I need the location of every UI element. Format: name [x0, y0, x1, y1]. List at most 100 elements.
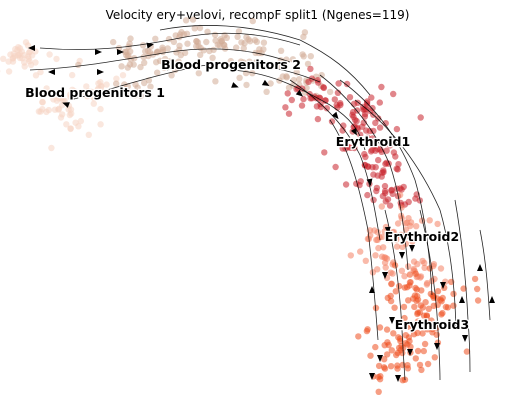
streamline-arrowhead	[48, 69, 55, 75]
cell-point-erythroid3	[395, 334, 402, 341]
cell-point-erythroid3	[391, 262, 399, 269]
cell-point-blood-progenitors-2	[131, 92, 139, 99]
streamline-arrowhead	[417, 322, 423, 329]
cell-point-blood-progenitors-2	[111, 91, 119, 99]
cell-point-erythroid1	[388, 187, 395, 194]
streamline-arrowhead	[409, 245, 415, 252]
cell-point-erythroid1	[390, 90, 397, 98]
cell-point-blood-progenitors-1	[103, 81, 110, 88]
cell-point-erythroid3	[387, 297, 395, 305]
cell-point-erythroid2	[413, 223, 420, 230]
cell-point-erythroid1	[350, 113, 357, 121]
cell-point-blood-progenitors-2	[127, 56, 135, 63]
cell-point-blood-progenitors-2	[212, 78, 219, 85]
cell-point-blood-progenitors-2	[283, 74, 290, 81]
cell-point-erythroid3	[398, 342, 405, 350]
cell-point-blood-progenitors-2	[238, 39, 245, 46]
cell-point-blood-progenitors-1	[97, 121, 104, 128]
cell-point-erythroid1	[285, 110, 293, 117]
cell-point-erythroid3	[419, 330, 426, 337]
streamline	[159, 25, 371, 96]
cell-point-erythroid3	[474, 297, 482, 304]
cell-point-erythroid1	[375, 156, 382, 164]
cell-point-erythroid3	[460, 285, 467, 292]
cell-point-blood-progenitors-2	[183, 30, 191, 37]
cell-point-blood-progenitors-2	[176, 42, 183, 49]
cell-point-erythroid3	[429, 325, 436, 333]
cell-point-blood-progenitors-2	[140, 53, 147, 61]
cell-point-erythroid2	[393, 243, 401, 250]
streamline	[319, 74, 409, 271]
cell-point-erythroid3	[387, 363, 395, 370]
cell-point-erythroid1	[314, 115, 322, 123]
cell-point-erythroid3	[381, 365, 389, 372]
streamline-arrowhead	[459, 296, 465, 303]
cell-point-blood-progenitors-1	[77, 117, 85, 125]
cell-point-erythroid1	[397, 185, 404, 192]
cell-point-blood-progenitors-1	[81, 88, 88, 95]
cell-point-blood-progenitors-2	[110, 38, 117, 46]
cell-point-erythroid2	[378, 203, 385, 210]
cell-point-erythroid2	[401, 273, 408, 280]
cell-point-erythroid3	[405, 297, 412, 304]
cell-point-blood-progenitors-2	[197, 51, 204, 59]
streamline-arrowhead	[434, 343, 440, 350]
cell-point-blood-progenitors-2	[212, 37, 219, 44]
cell-point-erythroid1	[383, 147, 390, 154]
streamline	[454, 199, 471, 373]
cell-point-blood-progenitors-2	[249, 70, 256, 77]
cell-point-erythroid1	[373, 184, 381, 192]
streamline-arrowhead	[166, 64, 174, 71]
cell-point-blood-progenitors-2	[121, 81, 128, 88]
cell-point-erythroid3	[421, 340, 429, 348]
cell-point-blood-progenitors-2	[251, 37, 259, 44]
cell-point-blood-progenitors-1	[97, 105, 104, 113]
cell-point-erythroid3	[450, 302, 457, 309]
cell-point-erythroid1	[370, 127, 377, 135]
cell-point-erythroid3	[413, 297, 420, 305]
cell-point-erythroid3	[463, 348, 471, 355]
cell-point-blood-progenitors-2	[141, 59, 148, 66]
cell-point-erythroid1	[347, 144, 354, 151]
cell-point-blood-progenitors-2	[296, 76, 303, 83]
cell-point-blood-progenitors-2	[304, 60, 312, 68]
cell-point-erythroid3	[383, 326, 391, 333]
cell-point-erythroid1	[417, 114, 424, 121]
cell-point-blood-progenitors-2	[159, 46, 166, 53]
cell-point-blood-progenitors-1	[53, 55, 60, 63]
streamline	[384, 209, 406, 381]
cell-point-erythroid1	[365, 163, 372, 170]
cell-point-erythroid2	[414, 260, 421, 268]
cell-point-erythroid1	[359, 103, 367, 111]
cluster-label-erythroid1: Erythroid1	[336, 134, 410, 149]
cell-point-erythroid2	[434, 220, 441, 228]
cell-point-blood-progenitors-1	[21, 63, 28, 70]
cell-point-erythroid2	[373, 236, 380, 244]
cell-point-erythroid3	[394, 349, 401, 357]
cell-point-erythroid3	[372, 343, 379, 351]
cell-point-erythroid1	[368, 139, 375, 146]
cell-point-erythroid3	[394, 362, 401, 369]
cell-point-blood-progenitors-1	[66, 111, 74, 119]
cell-point-erythroid2	[362, 257, 369, 264]
streamline-arrowhead	[389, 317, 395, 324]
cell-point-erythroid1	[359, 123, 366, 130]
streamline	[479, 229, 491, 321]
cell-point-blood-progenitors-2	[246, 58, 253, 65]
cell-point-erythroid3	[400, 303, 408, 311]
cell-point-erythroid1	[320, 84, 327, 91]
cluster-label-erythroid2: Erythroid2	[385, 229, 459, 244]
cell-point-erythroid3	[471, 275, 479, 283]
cell-point-blood-progenitors-2	[75, 61, 82, 69]
streamline	[339, 79, 433, 296]
cell-point-blood-progenitors-1	[46, 51, 53, 58]
cell-point-erythroid1	[368, 94, 375, 101]
cell-point-blood-progenitors-1	[67, 125, 74, 133]
streamline	[354, 99, 457, 331]
cell-point-erythroid1	[282, 104, 289, 111]
cell-point-blood-progenitors-1	[5, 68, 13, 75]
cell-point-blood-progenitors-2	[263, 88, 270, 96]
cell-point-erythroid3	[414, 309, 422, 316]
cell-point-erythroid2	[421, 264, 428, 271]
